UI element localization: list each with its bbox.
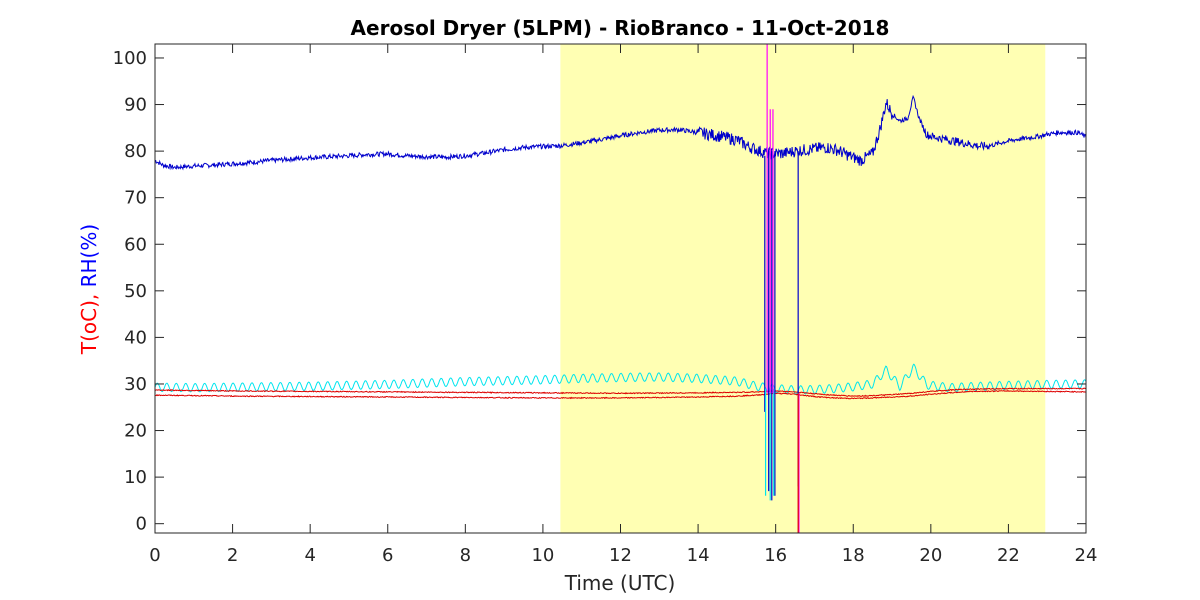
x-tick-label: 10 bbox=[531, 545, 554, 566]
y-tick-label: 0 bbox=[136, 514, 147, 535]
y-axis-label: T(oC), RH(%) bbox=[77, 224, 101, 355]
y-axis-label-part: RH(%) bbox=[77, 224, 101, 288]
series-line-rh bbox=[155, 94, 1087, 171]
x-tick-label: 20 bbox=[919, 545, 942, 566]
x-tick-label: 0 bbox=[149, 545, 160, 566]
x-tick-label: 24 bbox=[1075, 545, 1098, 566]
y-tick-label: 90 bbox=[124, 95, 147, 116]
x-tick-label: 4 bbox=[304, 545, 315, 566]
x-tick-label: 14 bbox=[687, 545, 710, 566]
series-line-temp bbox=[154, 387, 1087, 397]
y-tick-label: 10 bbox=[124, 467, 147, 488]
x-tick-label: 6 bbox=[382, 545, 393, 566]
y-axis-label-part: T(oC) bbox=[77, 300, 101, 355]
y-axis-label-part: , bbox=[77, 287, 101, 300]
y-tick-label: 40 bbox=[124, 327, 147, 348]
x-tick-label: 16 bbox=[764, 545, 787, 566]
axes: 0 2 4 6 8 10 12 14 16 18 20 22 240102030405060708090… bbox=[113, 43, 1098, 566]
y-tick-label: 100 bbox=[113, 48, 147, 69]
y-tick-label: 80 bbox=[124, 141, 147, 162]
highlight-span bbox=[560, 44, 1046, 533]
y-tick-label: 20 bbox=[124, 421, 147, 442]
y-tick-label: 70 bbox=[124, 188, 147, 209]
y-tick-label: 60 bbox=[124, 234, 147, 255]
x-tick-label: 2 bbox=[227, 545, 238, 566]
chart-title: Aerosol Dryer (5LPM) - RioBranco - 11-Oc… bbox=[351, 16, 890, 40]
x-tick-label: 12 bbox=[609, 545, 632, 566]
series-line-rh_inlet bbox=[154, 363, 1087, 395]
y-tick-label: 30 bbox=[124, 374, 147, 395]
plot-area bbox=[154, 44, 1087, 533]
series-line-temp bbox=[154, 390, 1087, 400]
x-tick-label: 8 bbox=[460, 545, 471, 566]
x-tick-label: 22 bbox=[997, 545, 1020, 566]
x-axis-label: Time (UTC) bbox=[564, 571, 676, 595]
y-tick-label: 50 bbox=[124, 281, 147, 302]
x-tick-label: 18 bbox=[842, 545, 865, 566]
